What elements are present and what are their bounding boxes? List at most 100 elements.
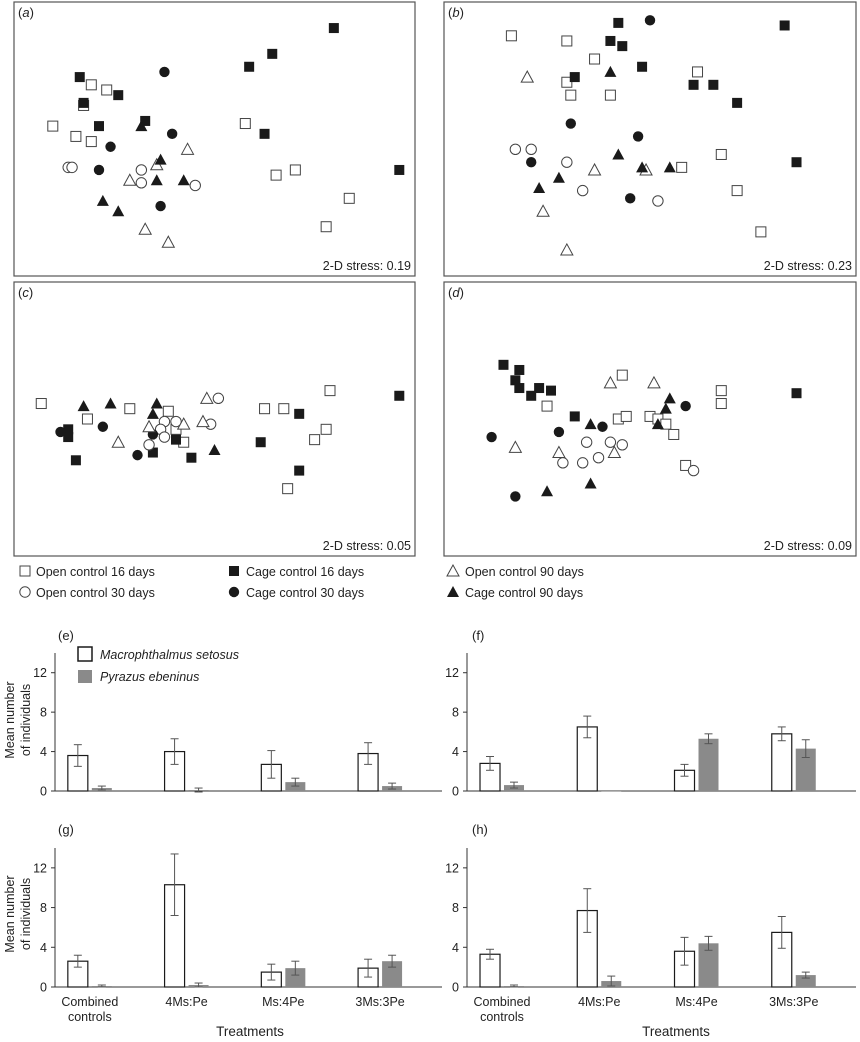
data-point xyxy=(779,20,790,31)
y-tick-label: 4 xyxy=(452,941,459,955)
error-bar xyxy=(291,960,300,976)
data-point xyxy=(636,161,649,173)
data-point xyxy=(510,491,521,502)
error-bar xyxy=(801,971,810,979)
data-point xyxy=(592,452,605,464)
data-point xyxy=(320,423,332,435)
data-point xyxy=(94,121,104,132)
y-tick-label: 4 xyxy=(40,745,47,759)
data-point xyxy=(731,185,743,197)
y-tick-label: 4 xyxy=(452,745,459,759)
data-point xyxy=(320,221,332,233)
data-point xyxy=(259,128,270,139)
data-point xyxy=(597,421,608,432)
y-tick-label: 8 xyxy=(40,901,47,915)
stress-label: 2-D stress: 0.23 xyxy=(764,259,852,273)
panel-label: (e) xyxy=(58,628,74,643)
data-point xyxy=(47,120,59,132)
data-point xyxy=(77,400,90,412)
data-point xyxy=(652,195,664,207)
data-point xyxy=(55,426,66,438)
legend-label: Open control 90 days xyxy=(465,565,584,579)
data-point xyxy=(19,565,31,577)
error-bar xyxy=(364,958,373,978)
y-tick-label: 0 xyxy=(452,981,459,995)
data-point xyxy=(166,128,178,140)
bar-pyrazus xyxy=(795,975,816,987)
x-axis-title-left: Treatments xyxy=(216,1024,284,1039)
data-point xyxy=(604,436,617,448)
data-point xyxy=(146,407,159,419)
data-point xyxy=(228,586,240,598)
data-point xyxy=(63,432,74,443)
series-filled-square xyxy=(498,359,802,422)
data-point xyxy=(616,439,628,451)
data-point xyxy=(113,90,124,101)
data-point xyxy=(514,364,525,375)
panel-frame xyxy=(443,1,857,277)
data-point xyxy=(647,375,661,389)
data-point xyxy=(63,424,74,435)
legend-label: Cage control 30 days xyxy=(246,586,364,600)
series-open-square xyxy=(47,79,355,233)
series-filled-square xyxy=(74,23,405,175)
data-point xyxy=(147,447,158,458)
data-point xyxy=(180,142,195,155)
data-point xyxy=(142,419,156,433)
y-tick-label: 12 xyxy=(445,861,459,875)
y-axis-title-line1: Mean number xyxy=(3,681,17,758)
data-point xyxy=(111,435,126,448)
data-point xyxy=(688,79,699,90)
data-point xyxy=(526,390,537,401)
data-point xyxy=(584,477,597,489)
error-bar xyxy=(291,777,300,787)
data-point xyxy=(569,72,580,83)
legend-label: Cage control 90 days xyxy=(465,586,583,600)
data-point xyxy=(294,408,305,419)
open-square-icon xyxy=(19,565,31,577)
data-point xyxy=(150,174,163,186)
scatter-panel-b: (b) 2-D stress: 0.23 xyxy=(443,1,857,277)
panel-label: (b) xyxy=(448,5,464,20)
data-point xyxy=(101,84,113,96)
data-point xyxy=(208,443,221,455)
filled-triangle-icon xyxy=(447,586,459,597)
data-point xyxy=(607,445,622,459)
series-open-triangle xyxy=(520,70,653,256)
data-point xyxy=(604,89,616,101)
data-point xyxy=(270,169,282,181)
error-bar xyxy=(777,726,786,742)
x-tick-label: 4Ms:Pe xyxy=(578,995,620,1009)
data-point xyxy=(104,397,117,409)
data-point xyxy=(486,431,497,443)
data-point xyxy=(561,35,573,47)
data-point xyxy=(244,61,255,72)
series-filled-triangle xyxy=(541,392,676,497)
panel-label: (c) xyxy=(18,285,33,300)
x-tick-label: 3Ms:3Pe xyxy=(769,995,818,1009)
data-point xyxy=(81,413,93,425)
data-point xyxy=(605,35,616,46)
data-point xyxy=(732,97,743,108)
data-point xyxy=(155,200,166,212)
y-axis-title-bottom: Mean number of individuals xyxy=(3,875,33,952)
data-point xyxy=(140,115,151,126)
data-point xyxy=(176,417,191,430)
data-point xyxy=(553,426,565,438)
error-bar xyxy=(170,738,179,765)
data-point xyxy=(755,226,767,238)
nmds-legend: Open control 16 days Open control 30 day… xyxy=(19,563,584,600)
data-point xyxy=(229,566,239,576)
data-point xyxy=(162,405,174,417)
error-bar xyxy=(486,948,495,960)
series-open-square xyxy=(35,385,336,495)
data-point xyxy=(328,23,339,34)
data-point xyxy=(791,388,802,399)
data-point xyxy=(159,66,170,78)
data-point xyxy=(510,375,521,386)
error-bar xyxy=(267,963,276,981)
data-point xyxy=(687,464,700,477)
data-point xyxy=(186,452,197,463)
error-bar xyxy=(510,984,519,988)
data-point xyxy=(154,153,167,165)
